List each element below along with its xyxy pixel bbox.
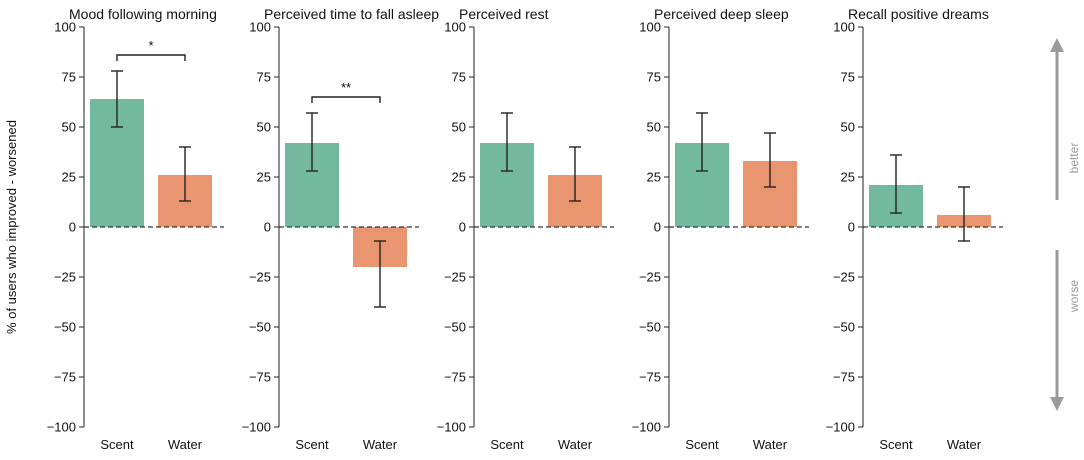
better-label: better [1067,143,1081,174]
y-tick-label: −50 [54,320,76,335]
y-tick-label: 0 [459,220,466,235]
x-tick-label: Scent [685,437,719,452]
x-tick-label: Water [947,437,982,452]
panel-title: Recall positive dreams [848,6,989,22]
y-tick-label: 100 [639,20,661,35]
y-tick-label: −25 [444,270,466,285]
x-tick-label: Scent [295,437,329,452]
y-tick-label: 50 [841,120,855,135]
y-tick-label: −100 [826,420,855,435]
panel-title: Perceived time to fall asleep [264,6,439,22]
y-tick-label: −75 [249,370,271,385]
panel-title: Perceived deep sleep [654,6,789,22]
y-tick-label: −75 [444,370,466,385]
x-tick-label: Water [168,437,203,452]
y-tick-label: 100 [249,20,271,35]
y-tick-label: 25 [257,170,271,185]
y-tick-label: 75 [452,70,466,85]
y-tick-label: 0 [654,220,661,235]
y-tick-label: −100 [437,420,466,435]
y-tick-label: 100 [444,20,466,35]
x-tick-label: Water [753,437,788,452]
significance-marker: ** [341,80,351,95]
up-arrow-icon [1050,38,1064,52]
y-tick-label: −25 [249,270,271,285]
y-tick-label: −50 [249,320,271,335]
significance-bracket [311,96,381,103]
y-tick-label: 75 [647,70,661,85]
y-tick-label: −50 [444,320,466,335]
y-tick-label: 75 [62,70,76,85]
better-worse-annotation: better worse [1050,38,1081,411]
y-tick-label: 50 [62,120,76,135]
y-tick-label: 100 [833,20,855,35]
x-tick-label: Water [363,437,398,452]
y-tick-label: 25 [647,170,661,185]
y-tick-label: 100 [54,20,76,35]
y-tick-label: −75 [833,370,855,385]
y-tick-label: 50 [452,120,466,135]
x-tick-label: Scent [879,437,913,452]
y-tick-label: 50 [647,120,661,135]
y-tick-label: −100 [47,420,76,435]
y-tick-label: −50 [833,320,855,335]
y-tick-label: 75 [257,70,271,85]
y-tick-label: −25 [833,270,855,285]
y-tick-label: −25 [639,270,661,285]
significance-bracket [116,54,186,61]
y-tick-label: 0 [264,220,271,235]
y-tick-label: 25 [452,170,466,185]
y-tick-label: −50 [639,320,661,335]
worse-label: worse [1067,280,1081,313]
y-tick-label: 25 [62,170,76,185]
panel-title: Mood following morning [69,6,217,22]
y-tick-label: −100 [242,420,271,435]
y-tick-label: −75 [639,370,661,385]
x-tick-label: Water [558,437,593,452]
y-axis-label: % of users who improved - worsened [4,120,19,334]
y-tick-label: −100 [632,420,661,435]
x-tick-label: Scent [100,437,134,452]
y-tick-label: 0 [69,220,76,235]
y-tick-label: −25 [54,270,76,285]
y-tick-label: 25 [841,170,855,185]
y-tick-label: −75 [54,370,76,385]
x-tick-label: Scent [490,437,524,452]
significance-marker: * [148,38,153,53]
down-arrow-icon [1050,397,1064,411]
y-tick-label: 50 [257,120,271,135]
y-tick-label: 0 [848,220,855,235]
panel-title: Perceived rest [459,6,549,22]
y-tick-label: 75 [841,70,855,85]
